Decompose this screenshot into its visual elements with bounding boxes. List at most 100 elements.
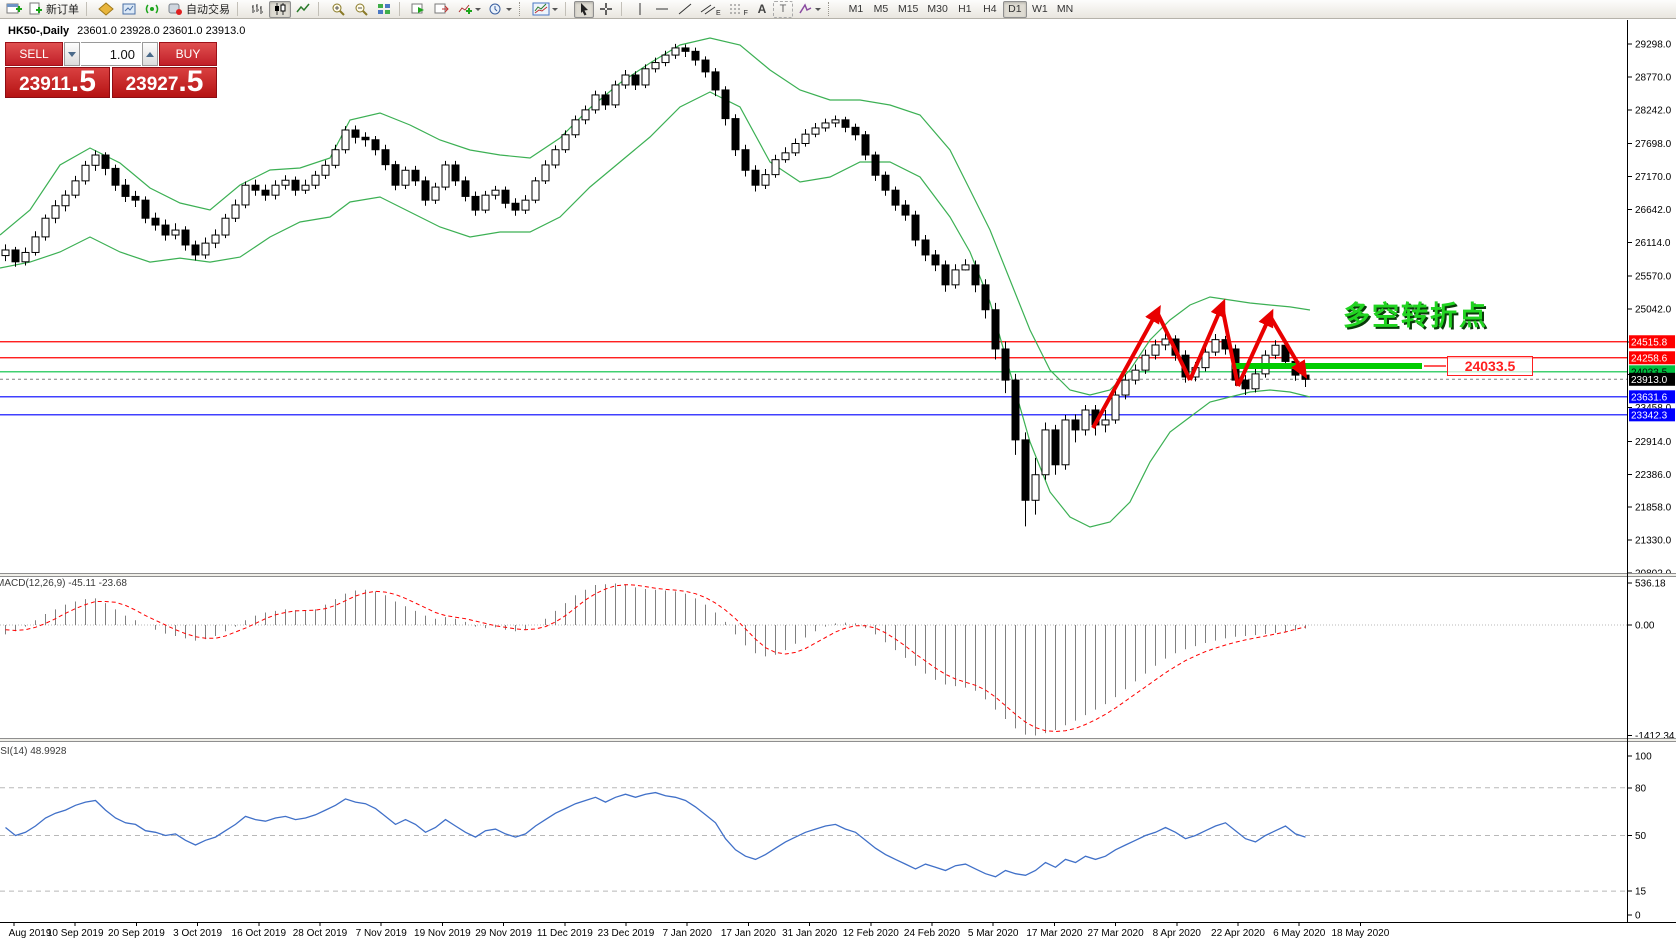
tile-windows-icon[interactable] <box>373 1 395 18</box>
svg-text:19 Nov 2019: 19 Nov 2019 <box>414 928 471 939</box>
fibonacci-tool-icon[interactable]: F <box>725 1 751 18</box>
timeframe-MN[interactable]: MN <box>1056 3 1074 15</box>
timeframe-H1[interactable]: H1 <box>958 3 972 15</box>
bar-chart-icon[interactable] <box>246 1 268 18</box>
separator <box>86 2 91 16</box>
svg-text:23342.3: 23342.3 <box>1631 410 1668 421</box>
templates-icon[interactable] <box>529 1 561 18</box>
separator <box>237 2 242 16</box>
separator <box>621 2 626 16</box>
separator <box>318 2 323 16</box>
signals-icon[interactable] <box>141 1 163 18</box>
timeframe-M30[interactable]: M30 <box>927 3 948 15</box>
timeframe-W1[interactable]: W1 <box>1031 3 1048 15</box>
chart-annotation-text[interactable]: 多空转折点 <box>1343 301 1488 331</box>
svg-text:24 Feb 2020: 24 Feb 2020 <box>904 928 961 939</box>
axes[interactable]: 29298.0 28770.0 28242.0 27698.0 27170.0 26642… <box>0 20 1676 939</box>
strategy-tester-icon[interactable] <box>408 1 430 18</box>
one-click-trade-panel: SELL 1.00 BUY 23911.5 23927.5 <box>5 42 217 98</box>
add-indicator-icon[interactable] <box>454 1 484 18</box>
auto-trading-button[interactable]: 自动交易 <box>164 1 233 18</box>
svg-text:29 Nov 2019: 29 Nov 2019 <box>475 928 532 939</box>
rsi-indicator-label: RSI(14) 48.9928 <box>0 746 67 757</box>
timeframe-M5[interactable]: M5 <box>873 3 889 15</box>
spinner-down-icon <box>68 51 76 57</box>
svg-text:17 Mar 2020: 17 Mar 2020 <box>1026 928 1083 939</box>
macd-pane[interactable] <box>0 583 1627 736</box>
svg-text:0: 0 <box>1635 911 1641 922</box>
chart-title: HK50-,Daily 23601.0 23928.0 23601.0 23913… <box>8 25 245 37</box>
volume-decrease-button[interactable] <box>64 42 80 66</box>
svg-text:25042.0: 25042.0 <box>1635 304 1672 315</box>
crosshair-icon[interactable] <box>595 1 617 18</box>
svg-text:28242.0: 28242.0 <box>1635 105 1672 116</box>
channel-tool-icon[interactable]: E <box>697 1 724 18</box>
buy-button[interactable]: BUY <box>159 42 217 66</box>
timeframe-buttons: M1 M5 M15 M30 H1 H4 D1 W1 MN <box>844 0 1077 18</box>
auto-trading-label: 自动交易 <box>186 4 230 16</box>
main-pane[interactable] <box>0 37 1627 528</box>
sell-price-frac: .5 <box>70 65 96 98</box>
horizontal-line-tool-icon[interactable] <box>651 1 673 18</box>
candlestick-chart-icon[interactable] <box>269 0 291 18</box>
svg-text:100: 100 <box>1635 752 1652 763</box>
arrows-tool-icon[interactable] <box>794 1 824 18</box>
timeframe-M1[interactable]: M1 <box>848 3 864 15</box>
svg-text:12 Feb 2020: 12 Feb 2020 <box>843 928 900 939</box>
market-watch-icon[interactable] <box>118 1 140 18</box>
sell-button[interactable]: SELL <box>5 42 63 66</box>
svg-text:7 Jan 2020: 7 Jan 2020 <box>662 928 712 939</box>
svg-text:7 Nov 2019: 7 Nov 2019 <box>356 928 408 939</box>
svg-text:27 Mar 2020: 27 Mar 2020 <box>1088 928 1145 939</box>
trendline-tool-icon[interactable] <box>674 1 696 18</box>
periods-icon[interactable] <box>485 1 515 18</box>
timeframe-M15[interactable]: M15 <box>897 3 919 15</box>
svg-text:18 May 2020: 18 May 2020 <box>1331 928 1389 939</box>
new-chart-icon[interactable] <box>3 1 25 18</box>
buy-price-main: 23927 <box>125 74 179 95</box>
svg-text:23631.6: 23631.6 <box>1631 392 1668 403</box>
price-badges: 24515.8 24258.6 24033.5 23631.6 23342.3 23913… <box>1629 335 1675 422</box>
buy-price-frac: .5 <box>178 65 204 98</box>
text-label-tool-icon[interactable]: T <box>772 0 793 18</box>
svg-text:23913.0: 23913.0 <box>1631 375 1668 386</box>
svg-text:-1412.34: -1412.34 <box>1635 731 1675 742</box>
svg-text:24258.6: 24258.6 <box>1631 353 1668 364</box>
timeframe-D1[interactable]: D1 <box>1002 0 1027 18</box>
svg-text:27170.0: 27170.0 <box>1635 172 1672 183</box>
svg-text:21330.0: 21330.0 <box>1635 536 1672 547</box>
timeframe-H4[interactable]: H4 <box>983 3 997 15</box>
svg-text:3 Oct 2019: 3 Oct 2019 <box>173 928 222 939</box>
buy-price-display[interactable]: 23927.5 <box>112 67 217 98</box>
sell-price-display[interactable]: 23911.5 <box>5 67 110 98</box>
cursor-icon[interactable] <box>574 0 594 18</box>
zoom-out-icon[interactable] <box>350 1 372 18</box>
chart-shift-icon[interactable] <box>431 1 453 18</box>
toolbar-grip[interactable] <box>827 2 834 16</box>
text-tool-icon[interactable]: A <box>757 2 767 16</box>
vertical-line-tool-icon[interactable] <box>630 1 650 18</box>
svg-text:0.00: 0.00 <box>1635 621 1655 632</box>
svg-text:28 Oct 2019: 28 Oct 2019 <box>293 928 348 939</box>
zoom-in-icon[interactable] <box>327 1 349 18</box>
sell-price-main: 23911 <box>19 74 71 95</box>
svg-text:27698.0: 27698.0 <box>1635 139 1672 150</box>
svg-text:Aug 2019: Aug 2019 <box>9 928 52 939</box>
svg-text:80: 80 <box>1635 783 1647 794</box>
level-price-label[interactable]: 24033.5 <box>1447 356 1533 376</box>
channel-tool-sub: E <box>716 9 721 17</box>
macd-indicator-label: MACD(12,26,9) -45.11 -23.68 <box>0 578 127 589</box>
profile-icon[interactable] <box>95 1 117 18</box>
dropdown-arrow-icon <box>552 7 558 11</box>
toolbar: 新订单 自动交易 E F A T M1 M5 M15 M30 H1 H4 D1 W1 MN <box>0 0 1676 19</box>
volume-input[interactable]: 1.00 <box>81 42 141 66</box>
svg-text:10 Sep 2019: 10 Sep 2019 <box>47 928 104 939</box>
new-order-button[interactable]: 新订单 <box>26 1 82 18</box>
rsi-pane[interactable] <box>0 787 1627 892</box>
svg-text:31 Jan 2020: 31 Jan 2020 <box>782 928 837 939</box>
svg-text:50: 50 <box>1635 831 1647 842</box>
line-chart-icon[interactable] <box>292 1 314 18</box>
volume-increase-button[interactable] <box>142 42 158 66</box>
toolbar-grip[interactable] <box>519 2 525 16</box>
